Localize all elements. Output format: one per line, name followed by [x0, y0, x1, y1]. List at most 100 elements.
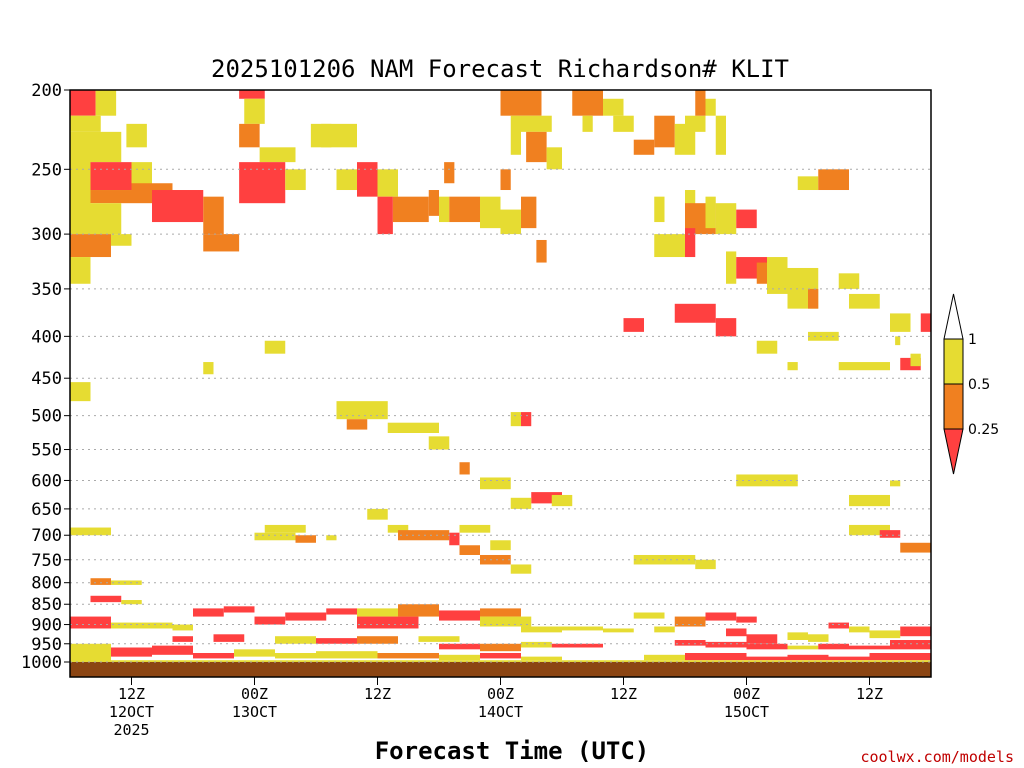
ri-cell [357, 636, 398, 644]
legend-swatch-lt0.25 [943, 428, 964, 475]
ri-cell [336, 169, 357, 191]
y-tick-label: 650 [31, 500, 62, 520]
ri-cell [459, 462, 470, 475]
ri-cell [357, 608, 398, 617]
ri-cell [90, 203, 122, 235]
y-tick-label: 200 [31, 81, 62, 101]
ri-cell [264, 524, 306, 533]
ri-cell [152, 645, 193, 655]
ri-cell [172, 636, 193, 642]
x-tick-label: 12Z [610, 685, 637, 703]
ri-cell [480, 608, 521, 617]
credit-link[interactable]: coolwx.com/models [860, 748, 1014, 766]
x-tick-label: 00Z [487, 685, 514, 703]
ri-cell [70, 643, 111, 662]
x-tick-label: 12OCT [109, 703, 154, 721]
ri-cell [70, 257, 91, 284]
x-tick-label: 12Z [118, 685, 145, 703]
ri-cell [818, 169, 849, 191]
ri-cell [787, 645, 819, 650]
y-tick-label: 800 [31, 574, 62, 594]
ri-cell [705, 196, 716, 229]
ri-cell [869, 653, 931, 661]
ri-cell [510, 497, 532, 509]
ri-cell [726, 251, 737, 284]
legend-label: 0.25 [968, 422, 999, 438]
ri-cell [623, 318, 644, 332]
ri-cell [890, 313, 911, 332]
ri-cell [285, 612, 327, 621]
ri-cell [613, 115, 634, 132]
ground-band [70, 662, 931, 677]
ri-cell [695, 559, 716, 570]
ri-cell [654, 115, 675, 148]
ri-cell [480, 616, 532, 627]
ri-cell [357, 616, 419, 629]
ri-cell [377, 196, 393, 235]
ri-cell [264, 340, 286, 354]
ri-cell [521, 115, 552, 132]
ri-cell [633, 139, 655, 155]
ri-cell [239, 123, 260, 148]
legend-swatch-gt1 [943, 293, 964, 340]
ri-cell [633, 612, 665, 619]
ri-cell [203, 234, 240, 252]
ri-cell [510, 564, 532, 574]
ri-cell [526, 131, 547, 163]
ri-cell [387, 524, 409, 533]
ri-cell [654, 234, 685, 258]
ri-cell [654, 196, 665, 223]
ri-cell [838, 362, 870, 371]
y-tick-label: 450 [31, 369, 62, 389]
legend-swatch-0.25-0.5 [943, 383, 964, 430]
y-tick-label: 400 [31, 327, 62, 347]
ri-cell [787, 654, 829, 661]
y-tick-label: 1000 [21, 653, 62, 673]
ri-cell [439, 196, 450, 223]
x-tick-label: 15OCT [724, 703, 769, 721]
ri-cell [787, 632, 808, 641]
ri-cell [521, 641, 552, 648]
ri-cell [357, 162, 378, 197]
ri-cell [392, 196, 429, 223]
ri-cell [695, 90, 706, 116]
ri-cell [736, 616, 757, 623]
ri-cell [603, 628, 634, 633]
ri-cell [111, 580, 142, 585]
ri-cell [398, 604, 439, 617]
ri-cell [480, 653, 521, 659]
ri-cell [546, 147, 562, 170]
ri-cell [767, 257, 788, 294]
ri-cell [387, 422, 439, 433]
ri-cell [480, 554, 511, 565]
ri-cell [828, 622, 849, 629]
ri-cell [920, 313, 931, 332]
ri-cell [910, 353, 921, 367]
ri-cell [439, 654, 480, 661]
y-tick-label: 350 [31, 280, 62, 300]
ri-cell [152, 190, 204, 223]
ri-cell [70, 527, 111, 536]
ground-layer [70, 662, 931, 677]
y-tick-label: 550 [31, 441, 62, 461]
ri-cell [377, 169, 398, 197]
ri-cell [715, 115, 726, 155]
ri-cell [480, 643, 521, 652]
ri-cell [551, 494, 573, 507]
ri-cell [316, 638, 357, 644]
ri-cell [900, 626, 931, 637]
ri-cell [582, 115, 593, 132]
ri-cell [536, 239, 547, 263]
ri-cell [890, 480, 901, 487]
ri-cell [521, 626, 562, 633]
ri-cell [674, 616, 706, 627]
ri-cell [70, 90, 96, 116]
ri-cell [808, 288, 819, 309]
ri-cell [126, 123, 147, 148]
ri-cell [193, 653, 234, 659]
x-tick-label: 12Z [856, 685, 883, 703]
ri-cell [726, 628, 747, 637]
ri-cell [715, 203, 737, 235]
ri-cell [849, 293, 880, 309]
